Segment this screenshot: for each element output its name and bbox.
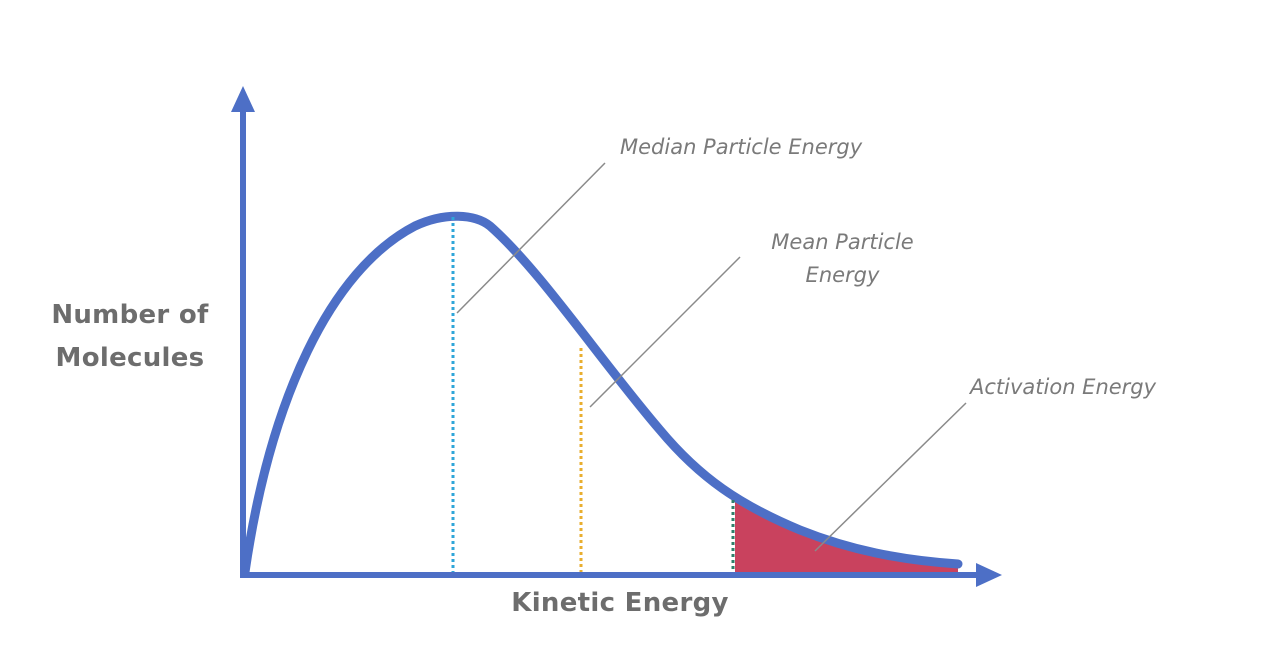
mean-leader-line (589, 256, 741, 408)
y-axis-label: Number of Molecules (40, 294, 220, 380)
median-leader-line (456, 162, 606, 314)
activation-energy-annotation: Activation Energy (970, 375, 1157, 399)
x-axis-label: Kinetic Energy (511, 588, 729, 618)
y-axis-arrowhead (231, 86, 255, 112)
x-axis-arrowhead (976, 563, 1002, 587)
activation-energy-region (735, 502, 958, 573)
distribution-curve (240, 211, 963, 577)
median-energy-annotation: Median Particle Energy (620, 135, 863, 159)
mean-energy-annotation-line2: Energy (805, 263, 880, 287)
activation-leader-line (814, 402, 967, 552)
mean-energy-annotation-line1: Mean Particle (771, 230, 914, 254)
y-axis-label-line2: Molecules (55, 343, 205, 373)
mean-energy-annotation: Mean Particle Energy (745, 226, 940, 292)
y-axis-label-line1: Number of (51, 300, 209, 330)
